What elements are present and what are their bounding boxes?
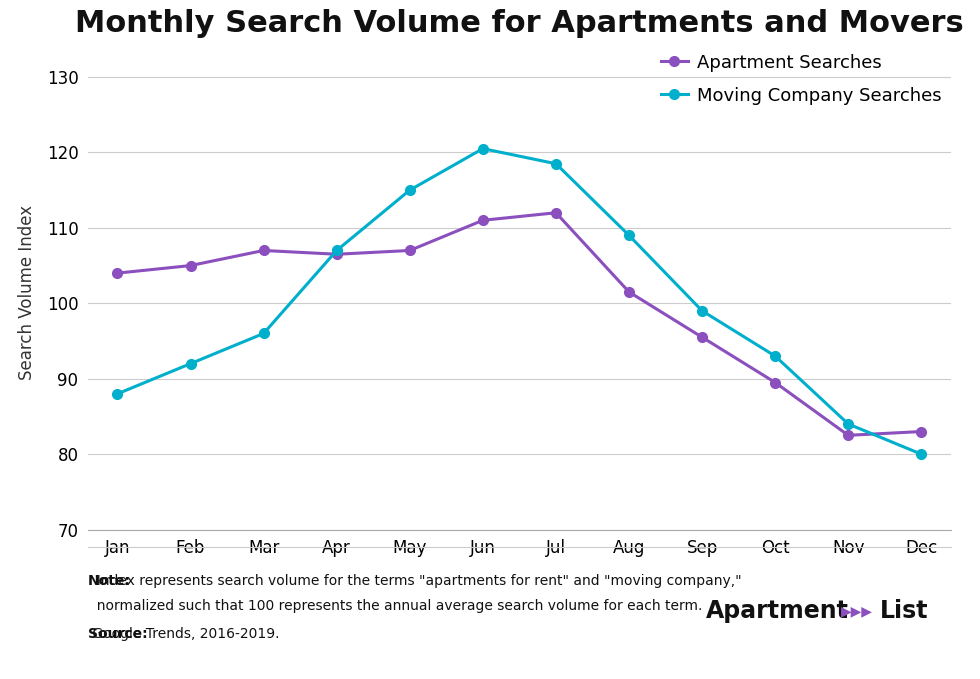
Moving Company Searches [477, 145, 489, 153]
Apartment Searches [331, 250, 343, 258]
Apartment Searches [769, 378, 781, 386]
Text: normalized such that 100 represents the annual average search volume for each te: normalized such that 100 represents the … [88, 599, 703, 613]
Apartment Searches [696, 333, 708, 342]
Y-axis label: Search Volume Index: Search Volume Index [18, 204, 35, 380]
Moving Company Searches [843, 420, 855, 428]
Legend: Apartment Searches, Moving Company Searches: Apartment Searches, Moving Company Searc… [661, 54, 942, 105]
Moving Company Searches [112, 390, 123, 398]
Moving Company Searches [623, 232, 635, 240]
Title: Monthly Search Volume for Apartments and Movers: Monthly Search Volume for Apartments and… [75, 9, 963, 38]
Apartment Searches [184, 261, 196, 270]
Text: Note:: Note: [88, 574, 131, 588]
Moving Company Searches [550, 160, 562, 168]
Text: List: List [880, 599, 928, 623]
Apartment Searches [915, 428, 927, 436]
Text: ▶▶▶: ▶▶▶ [841, 604, 873, 618]
Text: Index represents search volume for the terms "apartments for rent" and "moving c: Index represents search volume for the t… [88, 574, 742, 588]
Apartment Searches [623, 288, 635, 296]
Moving Company Searches [915, 450, 927, 458]
Text: Google Trends, 2016-2019.: Google Trends, 2016-2019. [88, 627, 279, 641]
Apartment Searches [477, 216, 489, 224]
Line: Apartment Searches: Apartment Searches [113, 208, 926, 440]
Text: Source:: Source: [88, 627, 148, 641]
Moving Company Searches [184, 360, 196, 368]
Apartment Searches [112, 269, 123, 277]
Apartment Searches [404, 246, 416, 255]
Moving Company Searches [769, 352, 781, 360]
Moving Company Searches [696, 307, 708, 315]
Moving Company Searches [404, 186, 416, 194]
Text: Apartment: Apartment [706, 599, 849, 623]
Apartment Searches [258, 246, 270, 255]
Line: Moving Company Searches: Moving Company Searches [113, 144, 926, 459]
Moving Company Searches [258, 329, 270, 337]
Apartment Searches [843, 431, 855, 439]
Moving Company Searches [331, 246, 343, 255]
Apartment Searches [550, 208, 562, 217]
